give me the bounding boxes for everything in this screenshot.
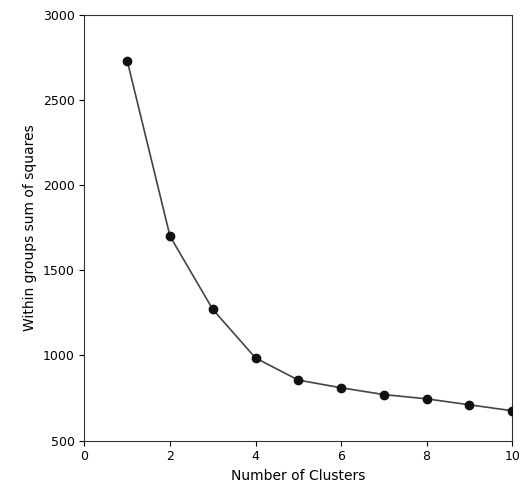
- X-axis label: Number of Clusters: Number of Clusters: [231, 469, 365, 483]
- Y-axis label: Within groups sum of squares: Within groups sum of squares: [23, 124, 37, 331]
